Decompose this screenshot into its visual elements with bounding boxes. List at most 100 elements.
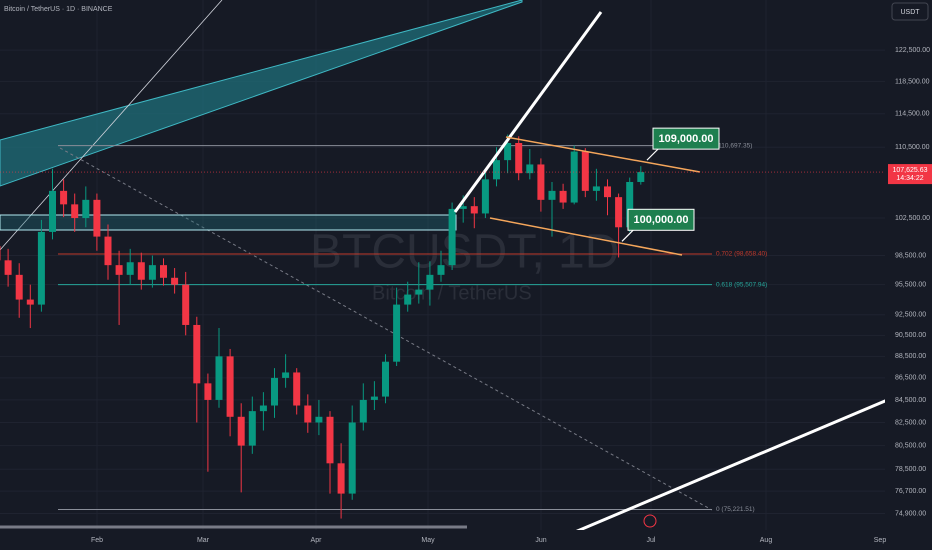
candle-body [4, 260, 12, 275]
candle-body [348, 422, 356, 494]
candle-body [337, 463, 345, 494]
candle-body [93, 199, 101, 237]
candle-body [526, 164, 534, 174]
level-label: 0.702 (98,658.40) [716, 251, 767, 258]
candle-body [259, 405, 267, 412]
axis-labels: 122,500.00 118,500.00 114,500.00 110,500.00… [91, 47, 930, 544]
candle-body [559, 190, 567, 203]
candle-body [15, 274, 23, 300]
countdown: 14:34:22 [896, 175, 923, 182]
candle-body [137, 262, 145, 280]
candle-body [615, 197, 623, 228]
x-tick-label: May [421, 537, 435, 544]
candle-body [204, 383, 212, 400]
y-tick-label: 88,500.00 [895, 353, 926, 360]
candle-body [515, 143, 523, 174]
candle-body [481, 179, 489, 214]
candle-body [404, 294, 412, 305]
support-zone [0, 214, 457, 231]
candle-body [548, 190, 556, 200]
candle-body [237, 416, 245, 446]
level-label: 0 (75,221.51) [716, 506, 755, 513]
candle-body [426, 274, 434, 290]
candle-body [37, 231, 45, 305]
callout-pointer [621, 228, 635, 242]
candle-body [126, 262, 134, 275]
currency-box [891, 2, 929, 21]
candle-body [459, 206, 467, 209]
y-tick-label: 78,500.00 [895, 466, 926, 473]
flag-upper [505, 136, 701, 173]
levels: (110,697.35) 0.702 (98,658.40) 0.618 (95,5… [58, 142, 767, 513]
candle-body [148, 265, 156, 280]
callout-box [627, 208, 695, 231]
y-tick-label: 74,900.00 [895, 510, 926, 517]
candle-body [437, 265, 445, 275]
y-tick-label: 86,500.00 [895, 375, 926, 382]
candles [0, 134, 645, 519]
trend-line [0, 0, 223, 251]
candle-body [470, 206, 478, 214]
candle-body [82, 199, 90, 219]
candle-body [282, 372, 290, 378]
candle-body [248, 411, 256, 446]
x-tick-label: Jul [647, 537, 656, 544]
candle-body [49, 190, 56, 232]
grid [0, 49, 885, 515]
candle-body [293, 372, 301, 406]
candle-body [304, 405, 312, 423]
parallel-channel [0, 0, 523, 187]
candle-body [193, 324, 201, 384]
y-tick-label: 90,500.00 [895, 332, 926, 339]
candle-body [570, 151, 578, 203]
y-tick-label: 114,500.00 [895, 111, 930, 118]
trend-line [453, 11, 603, 213]
watermark: BTCUSDT, 1D [310, 226, 619, 279]
event-icon[interactable] [643, 514, 657, 528]
x-tick-label: Jun [535, 537, 546, 544]
last-price-label: 107,625.63 [892, 167, 927, 174]
y-tick-label: 92,500.00 [895, 312, 926, 319]
last-price-box [888, 164, 932, 185]
candle-body [537, 164, 545, 200]
y-tick-label: 80,500.00 [895, 442, 926, 449]
time-axis [0, 530, 885, 550]
candle-body [26, 299, 34, 305]
y-tick-label: 118,500.00 [895, 78, 930, 85]
trend-line [574, 396, 893, 534]
x-tick-label: Aug [760, 537, 773, 544]
candle-body [393, 304, 401, 362]
candle-body [271, 377, 278, 406]
candle-body [448, 208, 456, 266]
candle-body [326, 416, 334, 464]
chart-title: Bitcoin / TetherUS · 1D · BINANCE [4, 6, 113, 13]
y-tick-label: 76,700.00 [895, 488, 926, 495]
x-tick-label: Apr [311, 537, 323, 544]
x-tick-label: Sep [874, 537, 887, 544]
currency: USDT [900, 9, 920, 16]
y-tick-label: 95,500.00 [895, 282, 926, 289]
candle-body [370, 396, 378, 400]
candle-body [637, 172, 645, 182]
candle-body [104, 236, 112, 266]
y-tick-label: 82,500.00 [895, 419, 926, 426]
level-label: (110,697.35) [716, 142, 752, 149]
candle-body [415, 289, 423, 295]
candle-body [504, 143, 512, 161]
candle-body [581, 151, 589, 191]
y-tick-label: 122,500.00 [895, 47, 930, 54]
y-tick-label: 98,500.00 [895, 252, 926, 259]
callouts: 109,000.00 100,000.00 [621, 127, 720, 242]
candle-body [160, 265, 167, 278]
candle-body [215, 356, 223, 400]
candle-body [626, 181, 634, 228]
callout-box [652, 127, 720, 150]
flag-lower [489, 217, 683, 256]
level-label: 0.618 (95,507.94) [716, 281, 767, 288]
candle-body [315, 416, 323, 423]
callout-label: 100,000.00 [633, 214, 688, 226]
candle-body [382, 361, 389, 397]
callout-pointer [646, 147, 660, 161]
candle-body [60, 190, 68, 205]
